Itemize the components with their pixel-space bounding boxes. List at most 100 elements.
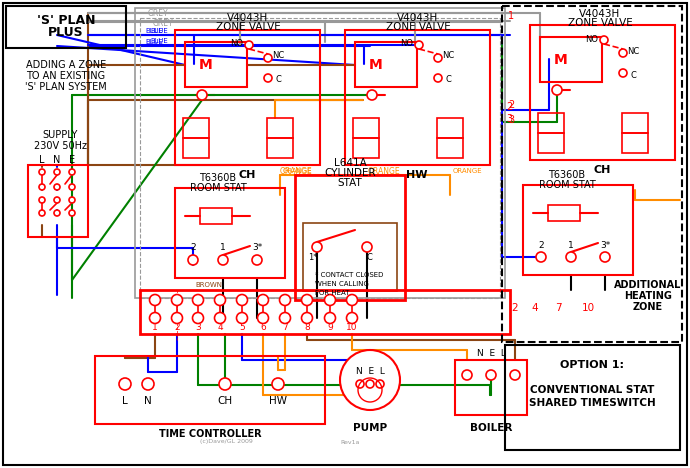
- Circle shape: [172, 294, 182, 306]
- Text: 3: 3: [195, 323, 201, 332]
- Bar: [622, 133, 648, 153]
- Circle shape: [346, 294, 357, 306]
- Circle shape: [302, 313, 313, 323]
- Bar: [530, 25, 675, 160]
- Text: 4: 4: [532, 303, 538, 313]
- Circle shape: [193, 294, 204, 306]
- Circle shape: [434, 54, 442, 62]
- Circle shape: [486, 370, 496, 380]
- Circle shape: [54, 184, 60, 190]
- Text: C: C: [630, 71, 636, 80]
- Text: 'S' PLAN SYSTEM: 'S' PLAN SYSTEM: [25, 82, 107, 92]
- Text: 3*: 3*: [600, 241, 610, 249]
- Circle shape: [279, 294, 290, 306]
- Bar: [505, 345, 680, 450]
- Circle shape: [39, 210, 45, 216]
- Bar: [540, 37, 602, 82]
- Bar: [353, 138, 379, 158]
- Bar: [175, 188, 285, 278]
- Bar: [175, 30, 320, 165]
- Text: ZONE VALVE: ZONE VALVE: [215, 22, 280, 32]
- Bar: [200, 208, 232, 224]
- Bar: [355, 42, 417, 87]
- Circle shape: [39, 197, 45, 203]
- Circle shape: [237, 294, 248, 306]
- Text: T6360B: T6360B: [549, 170, 586, 180]
- Text: N  E  L: N E L: [355, 367, 384, 376]
- Circle shape: [312, 242, 322, 252]
- Circle shape: [346, 313, 357, 323]
- Circle shape: [69, 184, 75, 190]
- Bar: [267, 118, 293, 138]
- Circle shape: [510, 370, 520, 380]
- Text: E: E: [69, 155, 75, 165]
- Text: SUPPLY: SUPPLY: [42, 130, 78, 140]
- Circle shape: [264, 74, 272, 82]
- Text: ORANGE: ORANGE: [283, 168, 313, 174]
- Circle shape: [324, 313, 335, 323]
- Circle shape: [218, 255, 228, 265]
- Text: L: L: [122, 396, 128, 406]
- Circle shape: [279, 313, 290, 323]
- Text: NC: NC: [627, 46, 639, 56]
- Text: 230V 50Hz: 230V 50Hz: [34, 141, 86, 151]
- Text: C: C: [275, 75, 281, 85]
- Circle shape: [197, 90, 207, 100]
- Circle shape: [39, 169, 45, 175]
- Text: ROOM STAT: ROOM STAT: [190, 183, 246, 193]
- Text: Rev1a: Rev1a: [340, 439, 359, 445]
- Text: 2: 2: [174, 323, 180, 332]
- Circle shape: [272, 378, 284, 390]
- Circle shape: [150, 294, 161, 306]
- Text: C: C: [366, 253, 372, 262]
- Text: ROOM STAT: ROOM STAT: [539, 180, 595, 190]
- Text: NO: NO: [230, 39, 244, 49]
- Circle shape: [245, 41, 253, 49]
- Text: CONVENTIONAL STAT: CONVENTIONAL STAT: [530, 385, 654, 395]
- Bar: [135, 8, 505, 298]
- Text: C: C: [445, 75, 451, 85]
- Text: CYLINDER: CYLINDER: [324, 168, 376, 178]
- Text: TIME CONTROLLER: TIME CONTROLLER: [159, 429, 262, 439]
- Text: 'S' PLAN: 'S' PLAN: [37, 14, 95, 27]
- Text: ZONE VALVE: ZONE VALVE: [568, 18, 632, 28]
- Text: CH: CH: [238, 170, 256, 180]
- Text: BLUE: BLUE: [145, 39, 163, 45]
- Circle shape: [619, 69, 627, 77]
- Text: 2: 2: [508, 100, 514, 110]
- Circle shape: [252, 255, 262, 265]
- Text: 1: 1: [152, 323, 158, 332]
- Circle shape: [193, 313, 204, 323]
- Bar: [538, 113, 564, 133]
- Text: L641A: L641A: [334, 158, 366, 168]
- Text: OPTION 1:: OPTION 1:: [560, 360, 624, 370]
- Text: 4: 4: [217, 323, 223, 332]
- Text: L: L: [39, 155, 45, 165]
- Circle shape: [434, 74, 442, 82]
- Circle shape: [219, 378, 231, 390]
- Text: 1: 1: [508, 11, 514, 21]
- Text: 3: 3: [508, 115, 514, 125]
- Bar: [353, 118, 379, 138]
- Bar: [140, 18, 500, 298]
- Text: N  E  L: N E L: [477, 350, 506, 358]
- Text: BLUE: BLUE: [150, 38, 168, 44]
- Text: 7: 7: [555, 303, 561, 313]
- Circle shape: [415, 41, 423, 49]
- Bar: [345, 30, 490, 165]
- Circle shape: [462, 370, 472, 380]
- Text: 2: 2: [190, 243, 196, 253]
- Text: BOILER: BOILER: [470, 423, 512, 433]
- Text: 1: 1: [568, 241, 574, 249]
- Text: TO AN EXISTING: TO AN EXISTING: [26, 71, 106, 81]
- Bar: [437, 138, 463, 158]
- Bar: [267, 138, 293, 158]
- Text: HW: HW: [269, 396, 287, 406]
- Text: V4043H: V4043H: [580, 9, 620, 19]
- Text: CH: CH: [593, 165, 611, 175]
- Bar: [502, 6, 682, 342]
- Circle shape: [619, 49, 627, 57]
- Text: V4043H: V4043H: [228, 13, 268, 23]
- Text: 2: 2: [512, 303, 518, 313]
- Text: STAT: STAT: [337, 178, 362, 188]
